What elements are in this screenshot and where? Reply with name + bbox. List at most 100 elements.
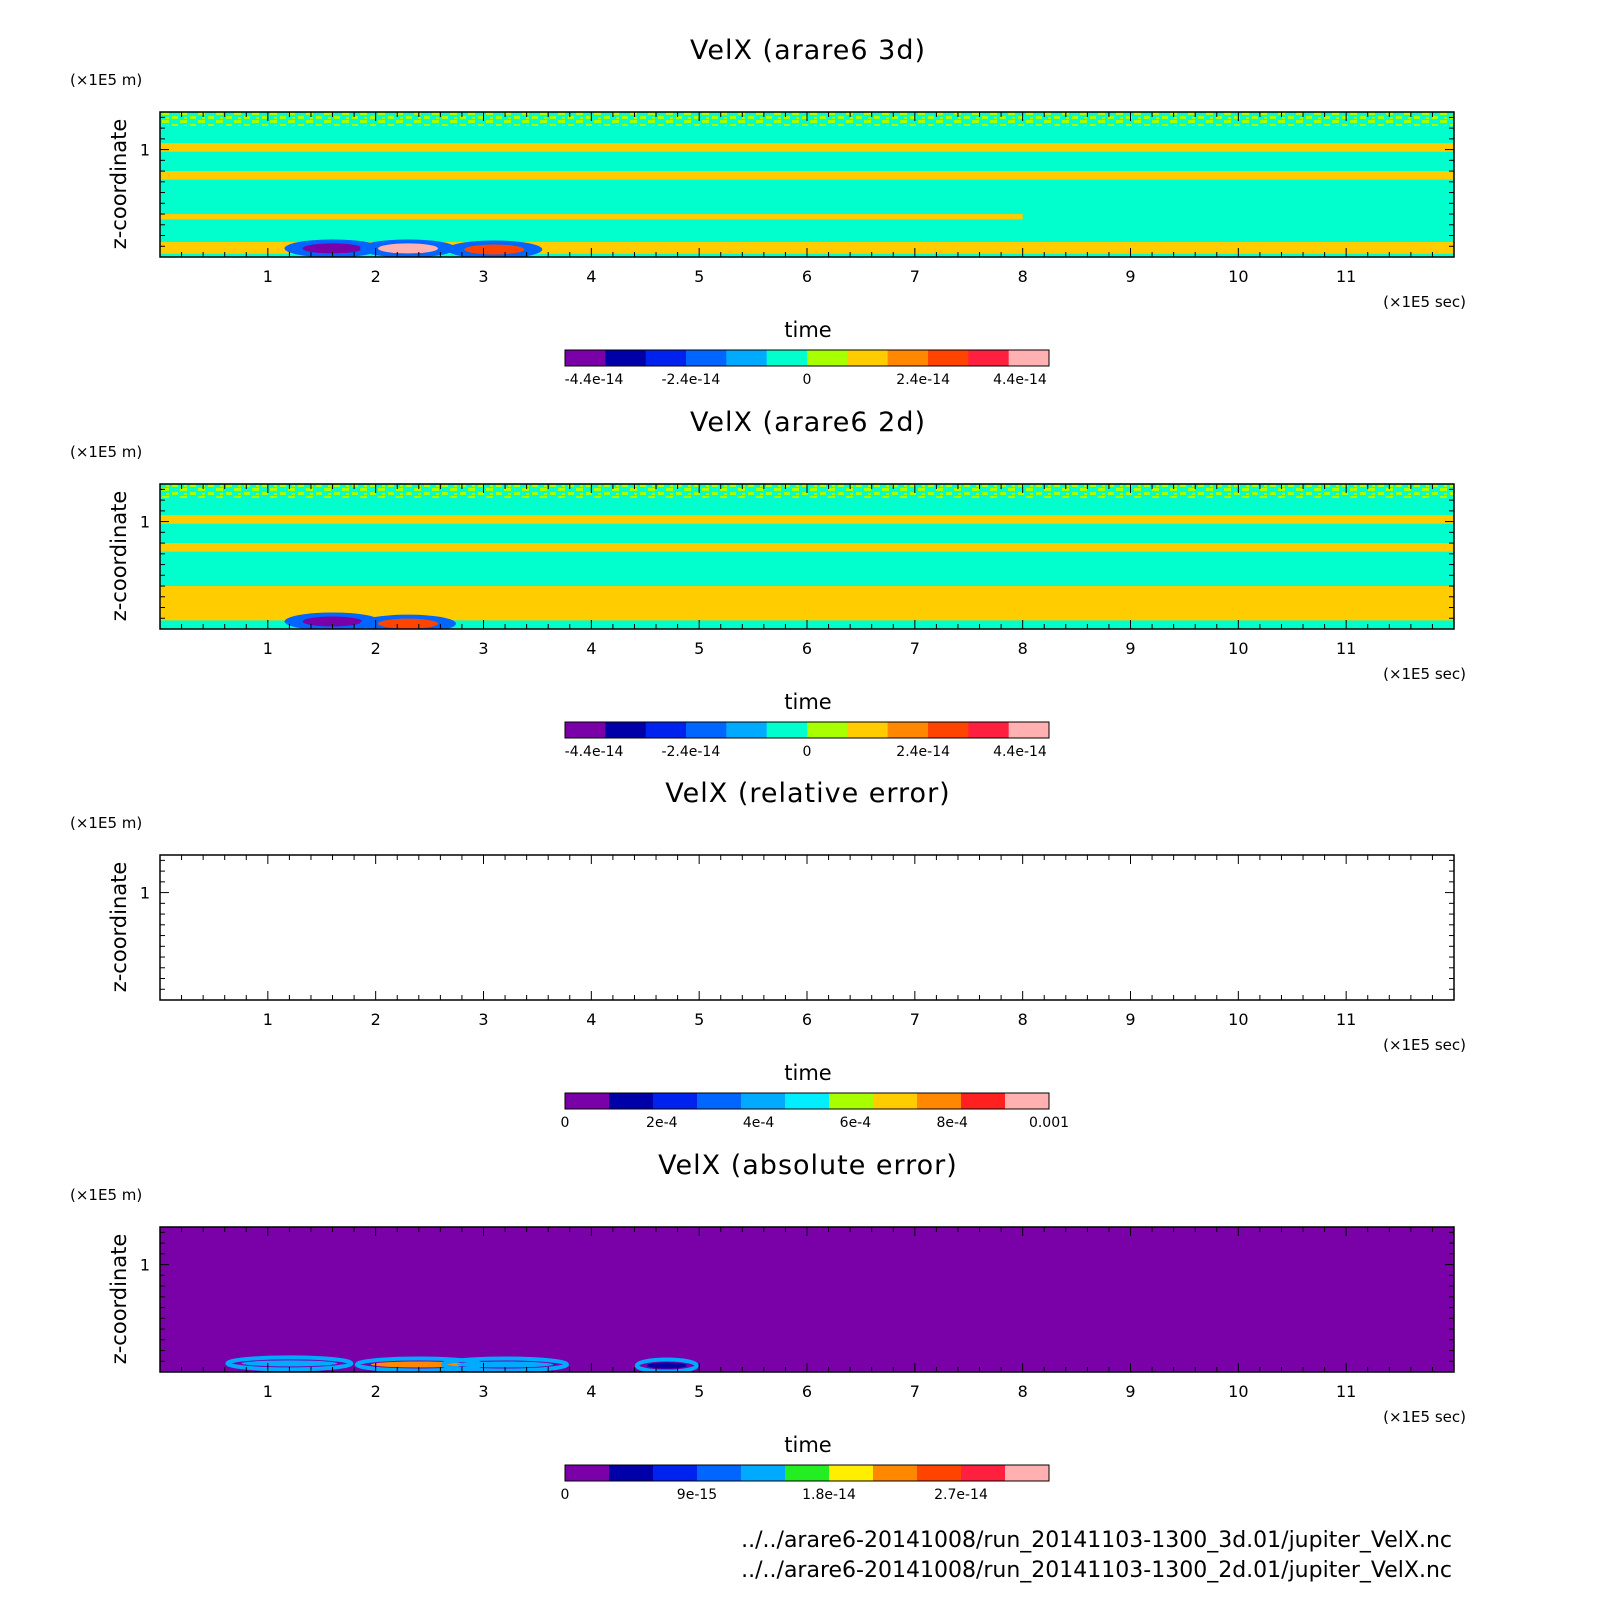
- colorbar-swatch: [766, 350, 808, 366]
- colorbar-tick-label: 9e-15: [677, 1487, 717, 1503]
- plot-background: [160, 855, 1454, 1000]
- x-tick-label: 4: [586, 1382, 596, 1401]
- field-feature: [378, 243, 439, 254]
- colorbar-frame: [564, 721, 1050, 739]
- x-tick-label: 5: [694, 639, 704, 658]
- x-axis-label: time: [784, 318, 831, 342]
- colorbar-tick-label: 8e-4: [936, 1115, 968, 1131]
- x-tick-label: 6: [802, 1010, 812, 1029]
- x-tick-label: 1: [263, 1382, 273, 1401]
- x-tick-label: 3: [478, 1382, 488, 1401]
- field-band: [160, 586, 1454, 621]
- x-tick-label: 11: [1336, 639, 1356, 658]
- colorbar-tick-label: 0: [561, 1487, 570, 1503]
- colorbar-swatch: [726, 350, 768, 366]
- colorbar-swatch: [726, 722, 768, 738]
- colorbar-swatch: [847, 350, 889, 366]
- colorbar-swatch: [686, 350, 727, 366]
- colorbar-swatch: [697, 1093, 742, 1109]
- chart-panel: VelX (arare6 3d)(×1E5 m)1 2 3 4 5 6 7 8 9 10 111z-…: [70, 35, 1466, 388]
- x-tick-label: 7: [910, 1010, 920, 1029]
- x-tick-label: 10: [1228, 267, 1248, 286]
- colorbar-frame: [564, 1464, 1050, 1482]
- colorbar-swatch: [653, 1093, 698, 1109]
- colorbar-tick-label: 6e-4: [840, 1115, 872, 1131]
- x-tick-label: 9: [1125, 639, 1135, 658]
- field-feature: [302, 616, 363, 627]
- field-band: [160, 515, 1454, 524]
- colorbar-tick-label: 0: [561, 1115, 570, 1131]
- y-unit-label: (×1E5 m): [70, 814, 142, 832]
- x-tick-label: 11: [1336, 1382, 1356, 1401]
- field-band: [160, 143, 1454, 152]
- colorbar-swatch: [917, 1465, 962, 1481]
- colorbar-swatch: [645, 722, 687, 738]
- colorbar-frame: [564, 349, 1050, 367]
- x-tick-label: 6: [802, 639, 812, 658]
- colorbar-tick-label: 2e-4: [646, 1115, 678, 1131]
- colorbar-swatch: [873, 1465, 918, 1481]
- y-axis-label: z-coordinate: [107, 862, 131, 993]
- colorbar-swatch: [565, 1093, 610, 1109]
- file-path: ../../arare6-20141008/run_20141103-1300_…: [741, 1558, 1452, 1583]
- colorbar-swatch: [653, 1465, 698, 1481]
- x-tick-label: 1: [263, 1010, 273, 1029]
- colorbar-tick-label: 0: [803, 744, 812, 760]
- x-tick-label: 8: [1018, 267, 1028, 286]
- field-band: [160, 241, 1454, 254]
- chart-panel: VelX (absolute error)(×1E5 m)1 2 3 4 5 6 7 8 9 10…: [70, 1150, 1466, 1503]
- chart-title: VelX (relative error): [665, 778, 950, 809]
- field-band: [160, 543, 1454, 552]
- y-unit-label: (×1E5 m): [70, 443, 142, 461]
- field-feature: [464, 244, 525, 255]
- colorbar-tick-label: 2.4e-14: [896, 372, 950, 388]
- colorbar-tick-label: 2.7e-14: [934, 1487, 988, 1503]
- x-tick-label: 5: [694, 267, 704, 286]
- x-tick-label: 10: [1228, 1382, 1248, 1401]
- x-tick-label: 8: [1018, 1382, 1028, 1401]
- field-band: [160, 171, 1454, 180]
- y-axis-label: z-coordinate: [107, 1234, 131, 1365]
- colorbar-swatch: [847, 722, 889, 738]
- colorbar-swatch: [968, 350, 1010, 366]
- colorbar-swatch: [1008, 722, 1050, 738]
- colorbar-swatch: [565, 1465, 610, 1481]
- colorbar-swatch: [1005, 1093, 1050, 1109]
- colorbar-tick-label: -2.4e-14: [661, 744, 720, 760]
- y-tick-label: 1: [140, 513, 150, 532]
- y-axis-label: z-coordinate: [107, 119, 131, 250]
- colorbar-swatch: [686, 722, 727, 738]
- colorbar-swatch: [928, 722, 969, 738]
- x-tick-label: 8: [1018, 1010, 1028, 1029]
- x-tick-label: 8: [1018, 639, 1028, 658]
- colorbar-swatch: [961, 1093, 1006, 1109]
- x-tick-label: 2: [371, 267, 381, 286]
- colorbar-tick-label: 2.4e-14: [896, 744, 950, 760]
- x-unit-label: (×1E5 sec): [1383, 1036, 1466, 1054]
- x-tick-label: 7: [910, 639, 920, 658]
- colorbar-swatch: [565, 350, 606, 366]
- x-tick-label: 5: [694, 1382, 704, 1401]
- plot-background: [160, 1227, 1454, 1372]
- x-tick-label: 4: [586, 639, 596, 658]
- x-tick-label: 2: [371, 639, 381, 658]
- plot-background: [160, 112, 1454, 257]
- colorbar-swatch: [807, 722, 848, 738]
- file-path: ../../arare6-20141008/run_20141103-1300_…: [741, 1528, 1452, 1553]
- colorbar-frame: [564, 1092, 1050, 1110]
- y-tick-label: 1: [140, 884, 150, 903]
- chart-title: VelX (absolute error): [658, 1150, 958, 1181]
- x-tick-label: 5: [694, 1010, 704, 1029]
- x-tick-label: 11: [1336, 267, 1356, 286]
- x-tick-label: 4: [586, 1010, 596, 1029]
- x-tick-label: 9: [1125, 267, 1135, 286]
- y-axis-label: z-coordinate: [107, 491, 131, 622]
- colorbar-swatch: [917, 1093, 962, 1109]
- field-feature: [457, 1361, 554, 1368]
- colorbar-swatch: [605, 722, 647, 738]
- field-band: [160, 214, 1023, 220]
- colorbar-tick-label: 0: [803, 372, 812, 388]
- colorbar-swatch: [1008, 350, 1050, 366]
- field-feature: [378, 618, 439, 629]
- x-axis-label: time: [784, 1061, 831, 1085]
